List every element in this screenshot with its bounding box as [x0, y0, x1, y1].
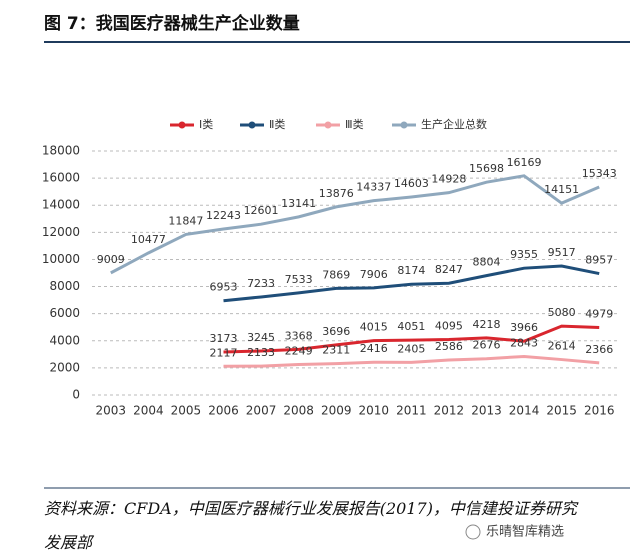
- data-label: 5080: [548, 306, 576, 319]
- data-label: 15343: [582, 167, 617, 180]
- data-label: 3245: [247, 331, 275, 344]
- data-label: 14337: [356, 181, 391, 194]
- legend-marker: [324, 121, 332, 129]
- data-label: 4218: [473, 318, 501, 331]
- y-tick-label: 10000: [42, 252, 80, 266]
- legend-marker: [178, 121, 186, 129]
- watermark: 乐晴智库精选: [486, 524, 564, 540]
- data-label: 3966: [510, 321, 538, 334]
- legend-label: Ⅰ类: [199, 117, 213, 131]
- chart-title: 图 7：我国医疗器械生产企业数量: [44, 13, 300, 34]
- x-tick-label: 2006: [208, 404, 239, 418]
- legend-label: Ⅱ类: [269, 117, 285, 131]
- data-label: 16169: [507, 156, 542, 169]
- data-label: 10477: [131, 233, 166, 246]
- data-label: 12601: [244, 204, 279, 217]
- data-label: 2416: [360, 342, 388, 355]
- data-label: 7533: [285, 273, 313, 286]
- series-line: [110, 174, 600, 275]
- data-label: 9009: [97, 253, 125, 266]
- legend-label: Ⅲ类: [345, 117, 364, 131]
- x-tick-label: 2003: [96, 404, 127, 418]
- data-label: 2586: [435, 340, 463, 353]
- data-label: 9355: [510, 248, 538, 261]
- data-label: 11847: [168, 214, 203, 227]
- x-tick-label: 2004: [133, 404, 164, 418]
- series-line: [223, 354, 600, 368]
- data-label: 2133: [247, 346, 275, 359]
- y-tick-label: 18000: [42, 144, 80, 158]
- data-label: 13876: [319, 187, 354, 200]
- y-tick-label: 0: [72, 388, 80, 402]
- y-tick-label: 4000: [49, 333, 80, 347]
- data-label: 8247: [435, 263, 463, 276]
- data-label: 4095: [435, 319, 463, 332]
- data-label: 4979: [585, 308, 613, 321]
- data-label: 14928: [431, 173, 466, 186]
- y-tick-label: 2000: [49, 360, 80, 374]
- y-tick-label: 12000: [42, 225, 80, 239]
- data-label: 7906: [360, 268, 388, 281]
- legend-label: 生产企业总数: [421, 117, 487, 131]
- data-label: 12243: [206, 209, 241, 222]
- x-tick-label: 2015: [546, 404, 577, 418]
- x-tick-label: 2013: [471, 404, 502, 418]
- data-label: 2366: [585, 343, 613, 356]
- data-label: 2405: [397, 342, 425, 355]
- x-tick-label: 2012: [434, 404, 465, 418]
- y-tick-label: 8000: [49, 279, 80, 293]
- x-tick-label: 2016: [584, 404, 615, 418]
- watermark-icon: [465, 524, 481, 540]
- x-tick-label: 2007: [246, 404, 277, 418]
- data-label: 8174: [397, 264, 425, 277]
- y-tick-label: 14000: [42, 198, 80, 212]
- source-note: 资料来源：CFDA，中国医疗器械行业发展报告(2017)，中信建投证券研究发展部: [44, 499, 577, 552]
- legend-marker: [400, 121, 408, 129]
- y-tick-label: 6000: [49, 306, 80, 320]
- data-label: 4015: [360, 321, 388, 334]
- data-label: 15698: [469, 162, 504, 175]
- data-label: 4051: [397, 320, 425, 333]
- data-label: 2117: [210, 346, 238, 359]
- y-tick-label: 16000: [42, 171, 80, 185]
- data-label: 8957: [585, 254, 613, 267]
- data-label: 2614: [548, 340, 576, 353]
- data-label: 13141: [281, 197, 316, 210]
- data-label: 3368: [285, 329, 313, 342]
- series-line: [223, 324, 600, 354]
- x-tick-label: 2005: [171, 404, 202, 418]
- legend-marker: [248, 121, 256, 129]
- data-label: 2249: [285, 345, 313, 358]
- data-label: 7869: [322, 268, 350, 281]
- x-tick-label: 2008: [283, 404, 314, 418]
- data-label: 14603: [394, 177, 429, 190]
- data-label: 2311: [322, 344, 350, 357]
- data-label: 8804: [473, 256, 501, 269]
- data-label: 14151: [544, 183, 579, 196]
- data-label: 3696: [322, 325, 350, 338]
- x-tick-label: 2010: [359, 404, 390, 418]
- data-label: 2676: [473, 339, 501, 352]
- data-label: 2843: [510, 336, 538, 349]
- series-line: [223, 264, 600, 303]
- x-tick-label: 2009: [321, 404, 352, 418]
- data-label: 7233: [247, 277, 275, 290]
- x-tick-label: 2014: [509, 404, 540, 418]
- data-label: 9517: [548, 246, 576, 259]
- data-label: 6953: [210, 281, 238, 294]
- x-tick-label: 2011: [396, 404, 427, 418]
- data-label: 3173: [210, 332, 238, 345]
